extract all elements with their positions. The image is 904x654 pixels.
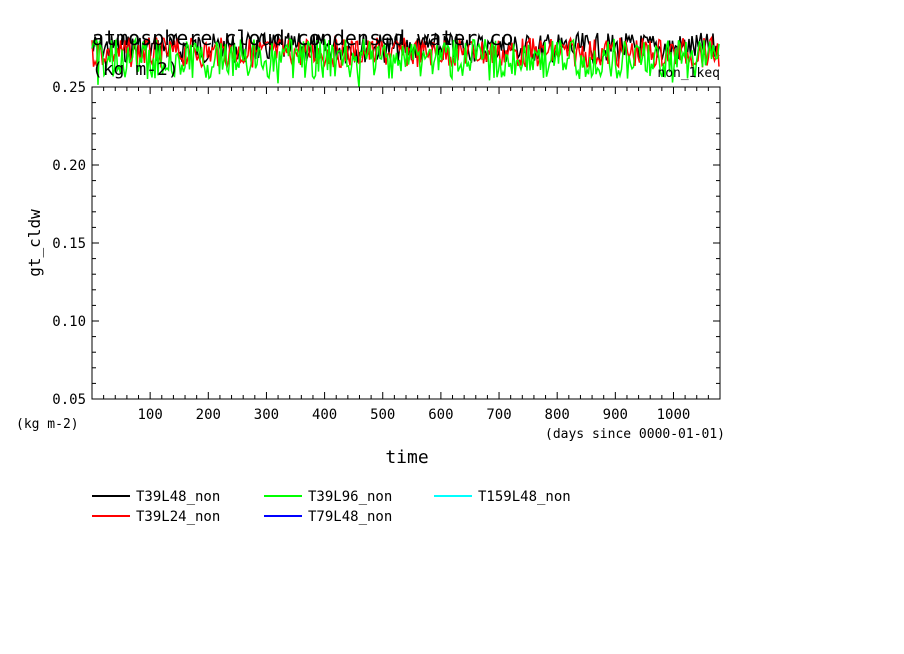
x-tick-label: 500 xyxy=(370,407,395,423)
x-tick-label: 1000 xyxy=(657,407,691,423)
x-tick-label: 900 xyxy=(603,407,628,423)
legend-label: T79L48_non xyxy=(308,509,392,525)
x-axis-label: time xyxy=(385,447,428,468)
chart-subtitle: (kg m-2) xyxy=(92,59,179,80)
run-label: non_1keq xyxy=(657,66,720,81)
x-tick-label: 800 xyxy=(545,407,570,423)
ticks-layer xyxy=(92,86,720,400)
y-axis-label: gt_cldw xyxy=(25,209,44,277)
chart-title: atmosphere cloud condensed water co xyxy=(92,26,513,50)
x-tick-label: 300 xyxy=(254,407,279,423)
series-layer xyxy=(91,30,720,88)
legend-label: T39L96_non xyxy=(308,489,392,505)
ticklabel-layer: 100 200 300 400 500 600 700 800 900 1000 0.05 0.10 0… xyxy=(52,80,690,423)
y-tick-label: 0.15 xyxy=(52,236,86,252)
y-units: (kg m-2) xyxy=(16,417,79,432)
legend-label: T159L48_non xyxy=(478,489,571,505)
x-units: (days since 0000-01-01) xyxy=(545,427,725,442)
x-tick-label: 100 xyxy=(137,407,162,423)
x-tick-label: 400 xyxy=(312,407,337,423)
x-tick-label: 200 xyxy=(196,407,221,423)
y-tick-label: 0.10 xyxy=(52,314,86,330)
top-mask xyxy=(0,87,904,654)
y-tick-label: 0.20 xyxy=(52,158,86,174)
series-line xyxy=(91,36,720,88)
y-tick-label: 0.05 xyxy=(52,392,86,408)
x-tick-label: 600 xyxy=(428,407,453,423)
legend: T39L48_non T39L24_non T39L96_non T79L48_non… xyxy=(92,489,571,525)
legend-label: T39L24_non xyxy=(136,509,220,525)
x-tick-label: 700 xyxy=(486,407,511,423)
y-tick-label: 0.25 xyxy=(52,80,86,96)
legend-label: T39L48_non xyxy=(136,489,220,505)
